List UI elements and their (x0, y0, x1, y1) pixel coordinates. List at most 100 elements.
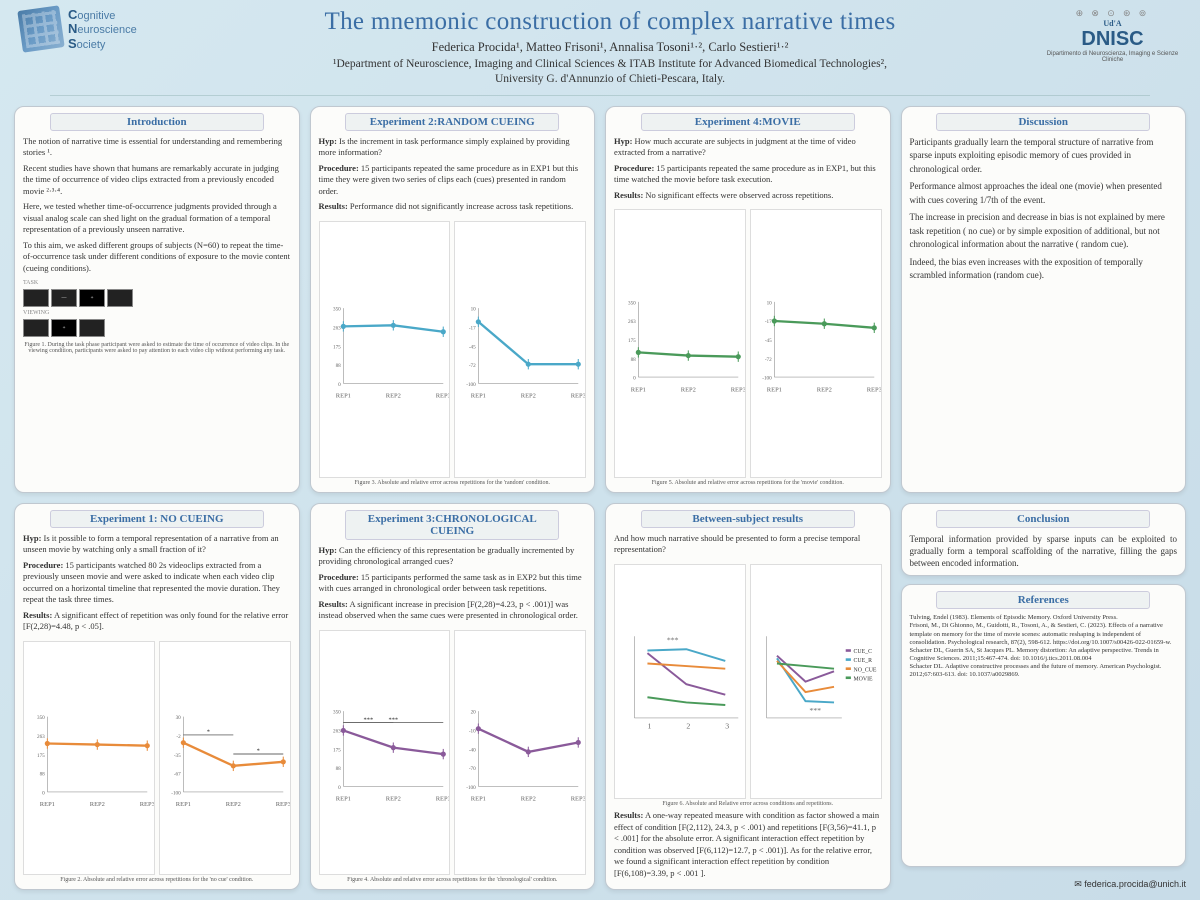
intro-p2: Recent studies have shown that humans ar… (23, 163, 291, 197)
svg-text:263: 263 (628, 319, 636, 325)
svg-text:NO_CUE: NO_CUE (853, 667, 876, 673)
svg-text:350: 350 (628, 301, 636, 307)
exp3-chart-rel: REP1REP2REP3-100-70-40-1020 (454, 630, 586, 875)
svg-text:3: 3 (725, 721, 729, 730)
exp2-title: Experiment 2:RANDOM CUEING (345, 113, 559, 131)
svg-text:REP1: REP1 (471, 795, 486, 802)
frame-clip2 (107, 289, 133, 307)
svg-text:263: 263 (332, 325, 340, 331)
svg-text:REP2: REP2 (817, 387, 832, 394)
right-column: Conclusion Temporal information provided… (901, 503, 1187, 890)
svg-text:-100: -100 (466, 382, 476, 388)
exp2-chart-abs: REP1REP2REP3088175263350 (319, 221, 451, 478)
exp4-chart-abs: REP1REP2REP3088175263350 (614, 209, 746, 478)
svg-text:0: 0 (338, 785, 341, 791)
frame-vas: — (51, 289, 77, 307)
panel-between: Between-subject results And how much nar… (605, 503, 891, 890)
svg-text:REP3: REP3 (435, 392, 449, 399)
svg-text:350: 350 (332, 306, 340, 312)
svg-text:175: 175 (37, 753, 45, 759)
between-chart-abs: *** 1 2 3 (614, 564, 746, 799)
intro-p3: Here, we tested whether time-of-occurren… (23, 201, 291, 235)
task-label: TASK (23, 280, 291, 286)
poster-title: The mnemonic construction of complex nar… (190, 8, 1030, 36)
exp3-res: A significant increase in precision [F(2… (319, 599, 578, 620)
discussion-title: Discussion (936, 113, 1150, 131)
disc-p4: Indeed, the bias even increases with the… (910, 256, 1178, 283)
svg-text:REP2: REP2 (226, 801, 241, 808)
exp2-res: Performance did not significantly increa… (350, 201, 573, 211)
exp2-caption: Figure 3. Absolute and relative error ac… (319, 480, 587, 486)
exp1-res: A significant effect of repetition was o… (23, 610, 288, 631)
conclusion-title: Conclusion (936, 510, 1150, 528)
svg-text:0: 0 (633, 376, 636, 382)
svg-text:REP2: REP2 (385, 795, 400, 802)
svg-text:REP2: REP2 (90, 801, 105, 808)
svg-text:-45: -45 (469, 344, 476, 350)
svg-text:REP3: REP3 (571, 392, 585, 399)
exp3-title: Experiment 3:CHRONOLOGICAL CUEING (345, 510, 559, 540)
exp3-caption: Figure 4. Absolute and relative error ac… (319, 877, 587, 883)
svg-text:1: 1 (647, 721, 651, 730)
svg-text:175: 175 (332, 344, 340, 350)
panel-discussion: Discussion Participants gradually learn … (901, 106, 1187, 493)
exp1-chart-rel: * *REP1REP2REP3-100-67-35-230 (159, 641, 291, 875)
uda-label: Ud'A (1045, 19, 1180, 28)
svg-text:175: 175 (332, 747, 340, 753)
exp3-chart-abs: *** ***REP1REP2REP3088175263350 (319, 630, 451, 875)
svg-text:-45: -45 (765, 338, 772, 344)
svg-text:-100: -100 (171, 790, 181, 796)
disc-p2: Performance almost approaches the ideal … (910, 180, 1178, 207)
exp4-text: Hyp: How much accurate are subjects in j… (614, 136, 882, 205)
svg-text:REP1: REP1 (767, 387, 782, 394)
exp1-caption: Figure 2. Absolute and relative error ac… (23, 877, 291, 883)
between-chart-rel: *** CUE_C CUE_R NO_CUE MOVIE (750, 564, 882, 799)
between-res-text: A one-way repeated measure with conditio… (614, 810, 879, 877)
exp3-chart: *** ***REP1REP2REP3088175263350 REP1REP2… (319, 630, 587, 875)
exp3-hyp: Can the efficiency of this representatio… (319, 545, 575, 566)
between-caption: Figure 6. Absolute and Relative error ac… (614, 801, 882, 807)
exp4-chart-rel: REP1REP2REP3-100-72-45-1710 (750, 209, 882, 478)
authors: Federica Procida¹, Matteo Frisoni¹, Anna… (190, 40, 1030, 55)
svg-text:MOVIE: MOVIE (853, 676, 873, 682)
svg-text:REP2: REP2 (521, 392, 536, 399)
svg-text:2: 2 (686, 721, 690, 730)
svg-text:*: * (206, 728, 209, 735)
task-strip: — + (23, 289, 291, 307)
cns-logo: CognitiveNeuroscienceSociety (20, 8, 175, 51)
svg-text:***: *** (363, 716, 373, 723)
svg-text:REP1: REP1 (335, 795, 350, 802)
exp2-hyp: Is the increment in task performance sim… (319, 136, 570, 157)
exp1-text: Hyp: Is it possible to form a temporal r… (23, 533, 291, 637)
svg-text:-70: -70 (469, 766, 476, 772)
poster: CognitiveNeuroscienceSociety The mnemoni… (0, 0, 1200, 900)
svg-text:REP2: REP2 (521, 795, 536, 802)
exp2-chart: REP1REP2REP3088175263350 REP1REP2REP3-10… (319, 221, 587, 478)
between-title: Between-subject results (641, 510, 855, 528)
dnisc-icons: ⊕ ⊗ ⊙ ⊛ ⊚ (1045, 8, 1180, 19)
svg-text:REP3: REP3 (140, 801, 154, 808)
svg-text:175: 175 (628, 338, 636, 344)
svg-text:-100: -100 (466, 785, 476, 791)
svg-text:***: *** (667, 636, 679, 645)
svg-text:0: 0 (42, 790, 45, 796)
svg-text:263: 263 (332, 728, 340, 734)
svg-text:CUE_R: CUE_R (853, 658, 872, 664)
cns-text: CognitiveNeuroscienceSociety (68, 8, 137, 51)
svg-text:REP1: REP1 (176, 801, 191, 808)
frame-iti2: + (51, 319, 77, 337)
between-chart: *** 1 2 3 *** CUE_C (614, 564, 882, 799)
affiliation: ¹Department of Neuroscience, Imaging and… (190, 57, 1030, 87)
dnisc-subtitle: Dipartimento di Neuroscienza, Imaging e … (1045, 51, 1180, 63)
svg-text:REP3: REP3 (866, 387, 880, 394)
exp4-title: Experiment 4:MOVIE (641, 113, 855, 131)
svg-text:-100: -100 (762, 376, 772, 382)
conclusion-text: Temporal information provided by sparse … (910, 533, 1178, 569)
references-title: References (936, 591, 1150, 609)
svg-text:88: 88 (631, 357, 637, 363)
svg-text:20: 20 (471, 709, 477, 715)
contact-email: ✉ federica.procida@unich.it (901, 879, 1187, 890)
panel-references: References Tulving, Endel (1983). Elemen… (901, 584, 1187, 867)
intro-caption: Figure 1. During the task phase particip… (23, 342, 291, 354)
svg-text:REP1: REP1 (335, 392, 350, 399)
